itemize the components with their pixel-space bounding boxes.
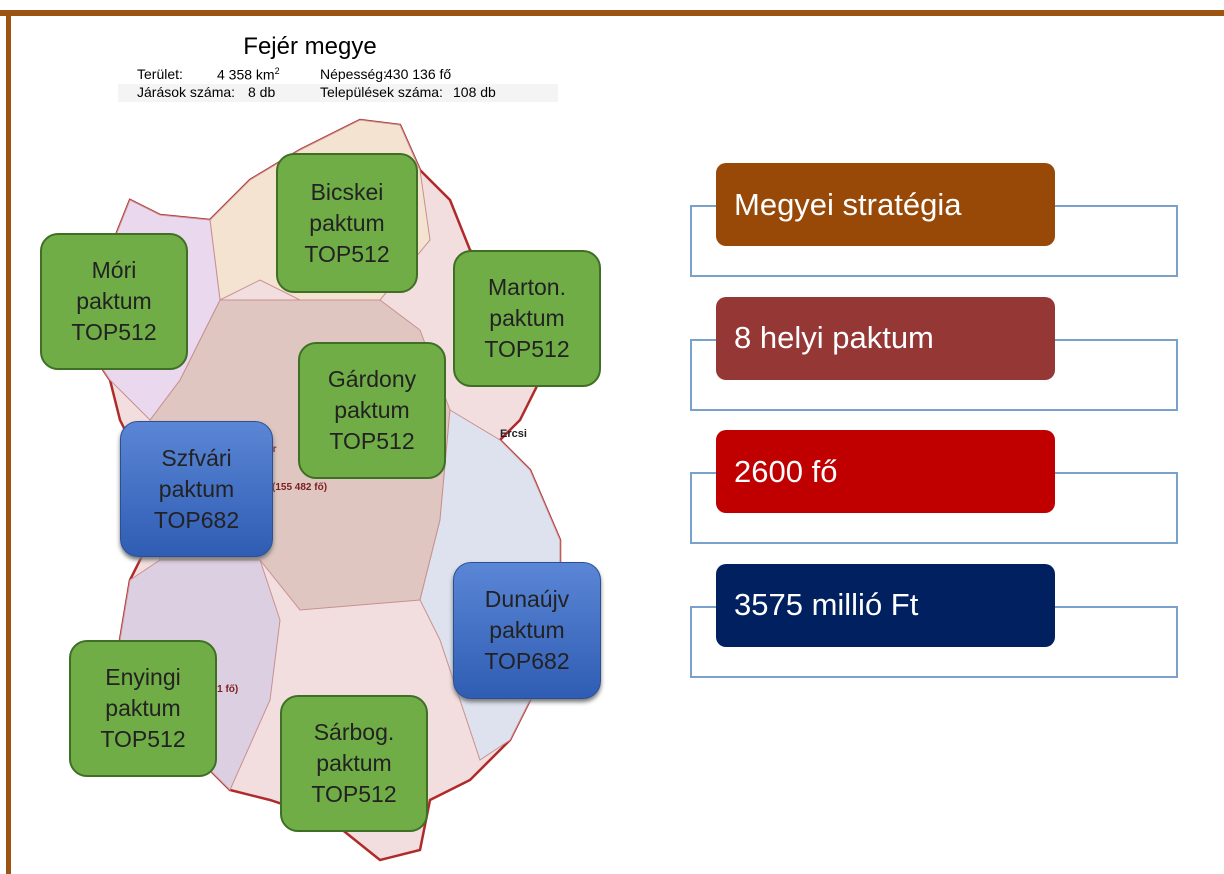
pact-box: Móri paktum TOP512 (40, 233, 188, 370)
pact-box: Sárbog. paktum TOP512 (280, 695, 428, 832)
pact-line: Móri (91, 257, 137, 283)
pact-box: Dunaújv paktum TOP682 (453, 562, 601, 699)
summary-box: Megyei stratégia (716, 163, 1055, 246)
pact-line: paktum (105, 695, 181, 721)
pact-line: Sárbog. (313, 719, 395, 745)
place-label: 321 fő) (206, 684, 239, 695)
map-title: Fejér megye (243, 33, 377, 60)
pact-line: paktum (334, 397, 410, 423)
pact-line: paktum (489, 617, 565, 643)
pact-line: paktum (158, 475, 235, 502)
pact-box: Marton. paktum TOP512 (453, 250, 601, 387)
pact-line: Szfvári (161, 444, 232, 471)
pact-line: paktum (309, 209, 385, 236)
pact-line: TOP682 (153, 506, 240, 533)
pact-box: Enyingi paktum TOP512 (69, 640, 217, 777)
pact-line: paktum (76, 288, 152, 314)
summary-box: 8 helyi paktum (716, 296, 1055, 380)
info-label: Terület: (137, 66, 183, 82)
pact-line: TOP512 (311, 781, 397, 807)
pact-box: Bicskei paktum TOP512 (276, 153, 418, 293)
left-border (6, 10, 11, 874)
info-value: 4 358 km2 (217, 66, 280, 83)
pact-line: Enyingi (105, 664, 181, 690)
info-sup: 2 (274, 66, 280, 76)
info-value: 430 136 fő (385, 66, 452, 82)
summary-box: 2600 fő (716, 430, 1055, 513)
pact-line: TOP512 (100, 726, 186, 752)
pact-line: Gárdony (327, 366, 417, 392)
info-label: Népesség: (320, 66, 387, 82)
place-label: (155 482 fő) (272, 482, 328, 493)
info-label: Települések száma: (320, 84, 443, 100)
pact-line: Dunaújv (484, 586, 570, 612)
pact-line: TOP512 (329, 428, 415, 454)
pact-box: Szfvári paktum TOP682 (120, 421, 273, 557)
header-band (118, 84, 558, 102)
pact-line: TOP512 (71, 319, 157, 345)
summary-box: 3575 millió Ft (716, 563, 1055, 647)
pact-box: Gárdony paktum TOP512 (298, 342, 446, 479)
pact-line: paktum (316, 750, 392, 776)
pact-line: paktum (489, 305, 565, 331)
pact-line: Marton. (488, 274, 566, 300)
pact-line: Bicskei (310, 178, 384, 205)
info-value: 108 db (453, 84, 496, 100)
place-label: Ercsi (500, 428, 527, 440)
top-border (0, 10, 1224, 16)
info-value: 8 db (248, 84, 276, 100)
pact-line: TOP512 (484, 336, 570, 362)
info-label: Járások száma: (137, 84, 236, 100)
pact-line: TOP682 (484, 648, 570, 674)
pact-line: TOP512 (304, 240, 390, 267)
